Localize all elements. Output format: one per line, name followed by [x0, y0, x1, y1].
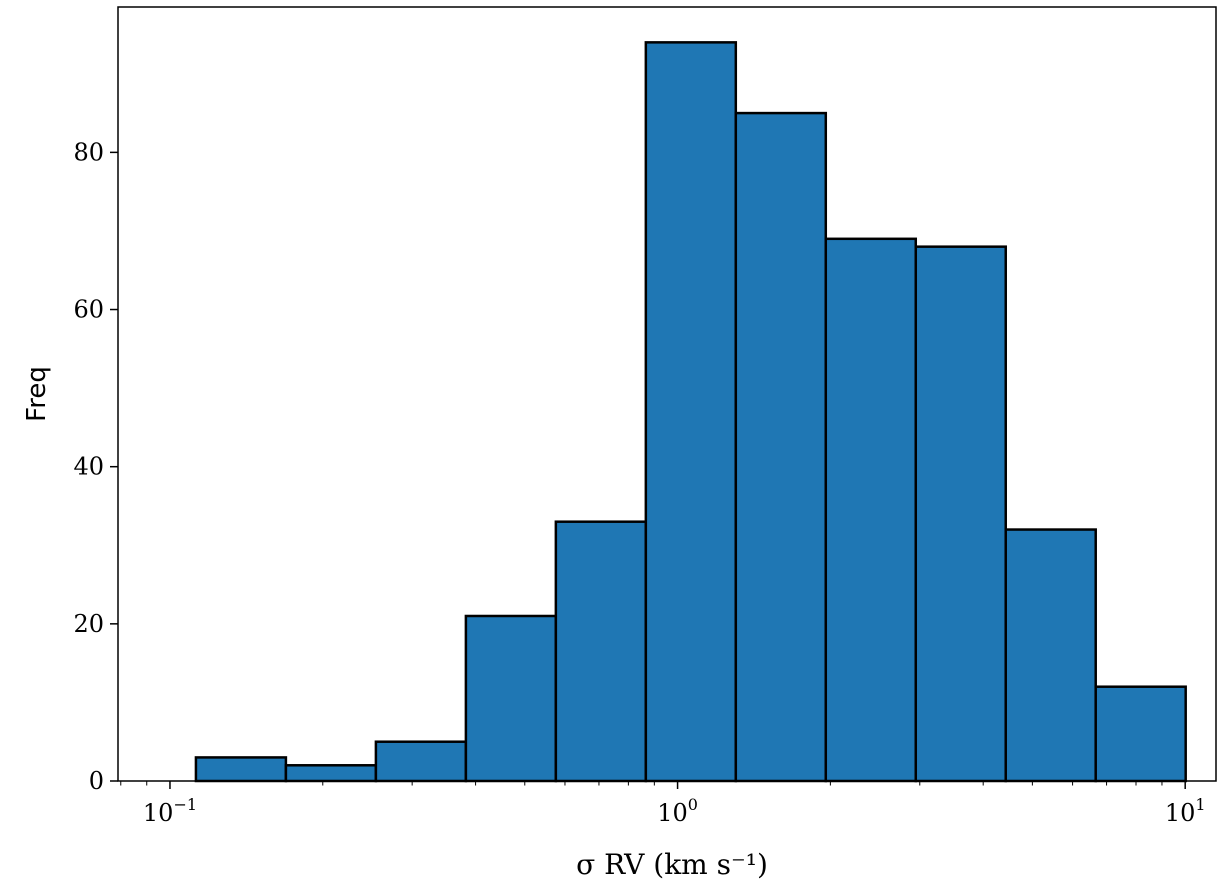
y-tick-label: 80	[73, 138, 104, 166]
bars-group	[194, 41, 1187, 783]
y-tick-label: 60	[73, 296, 104, 324]
histogram-bar	[914, 245, 1007, 783]
x-tick-label: 101	[1165, 795, 1206, 827]
x-tick-label: 10−1	[143, 795, 197, 827]
y-axis-label: Freq	[22, 366, 52, 422]
x-ticks: 10−1 100 101	[120, 781, 1206, 827]
plot-frame	[117, 6, 1217, 782]
histogram-bar	[644, 41, 738, 783]
x-axis-label: σ RV (km s⁻¹)	[576, 848, 768, 881]
histogram-bar	[374, 740, 468, 783]
histogram-bar	[824, 237, 918, 783]
histogram-bar	[194, 756, 288, 783]
histogram-bar	[1004, 528, 1097, 783]
y-tick-label: 0	[89, 767, 104, 795]
histogram-bar	[554, 520, 648, 783]
y-ticks: 0 20 40 60 80	[73, 138, 118, 795]
histogram-bar	[1094, 685, 1187, 783]
y-tick-label: 40	[73, 453, 104, 481]
histogram-bar	[284, 764, 378, 783]
histogram-bar	[734, 111, 828, 783]
x-tick-label: 100	[657, 795, 698, 827]
histogram-bar	[464, 614, 558, 783]
y-tick-label: 20	[73, 610, 104, 638]
